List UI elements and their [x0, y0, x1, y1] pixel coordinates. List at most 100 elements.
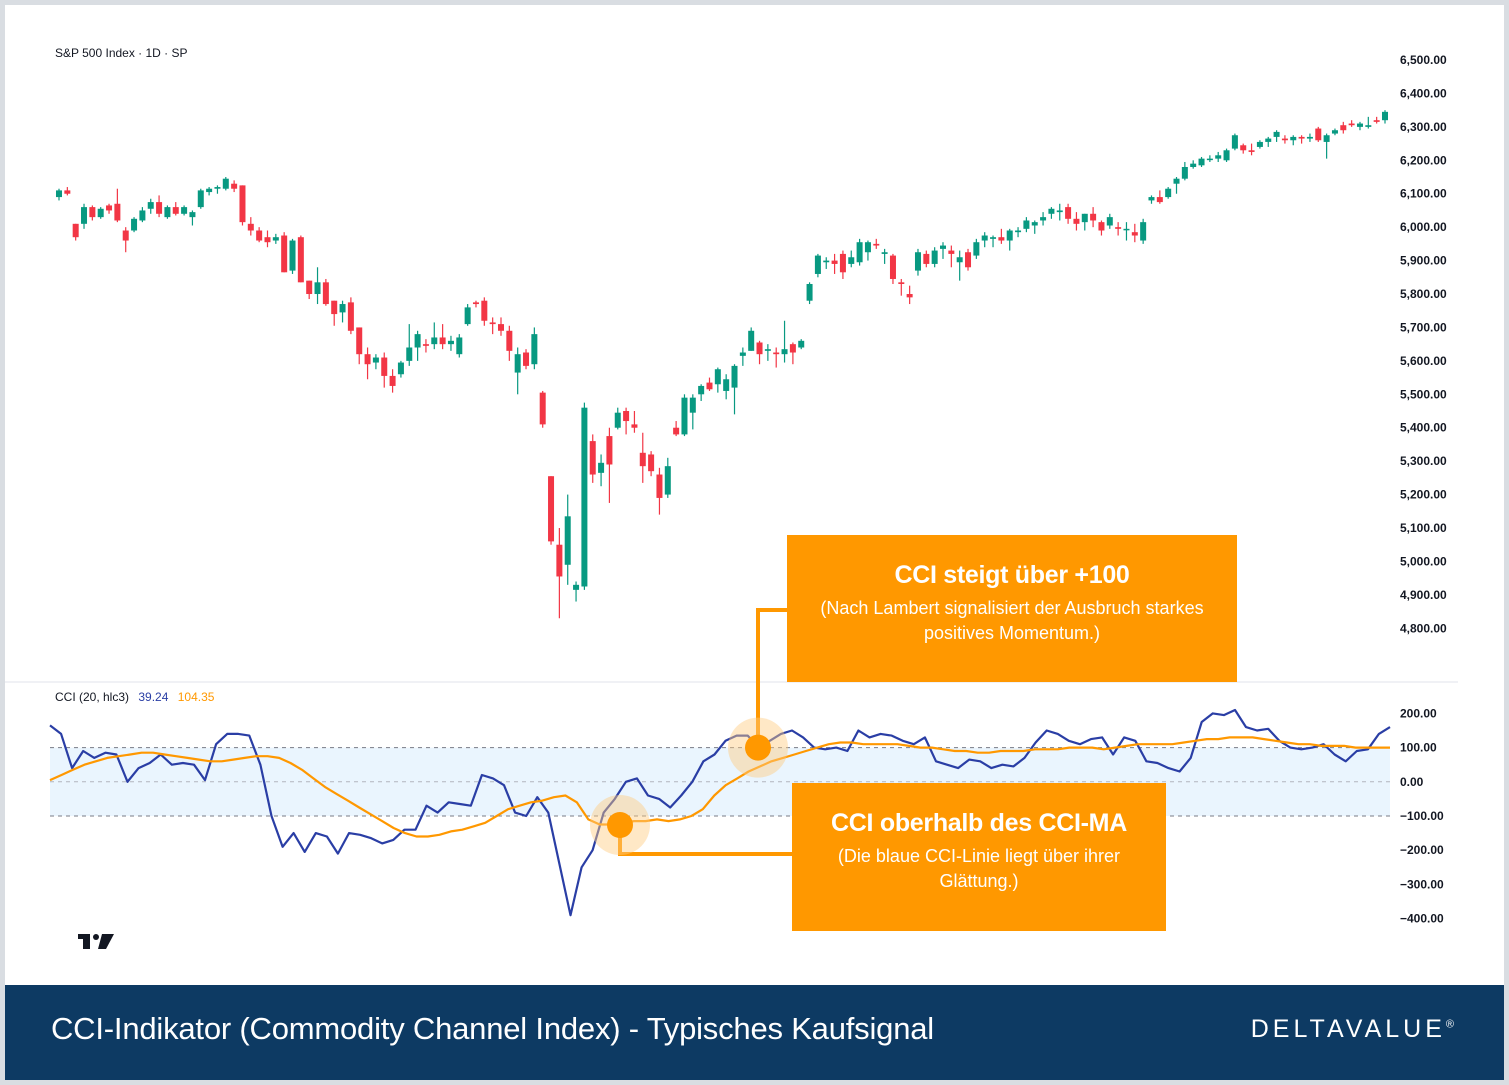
candle-body: [848, 257, 855, 264]
candle: [114, 188, 121, 223]
candle: [414, 330, 421, 361]
candle: [1248, 143, 1255, 156]
candle-body: [55, 190, 63, 198]
candle-body: [1040, 217, 1047, 221]
candle-body: [1340, 125, 1347, 131]
candle: [364, 347, 371, 380]
candle: [856, 238, 863, 266]
candle: [531, 327, 538, 370]
brand-logo: DELTAVALUE®: [1251, 1015, 1454, 1044]
candle-body: [1156, 197, 1163, 203]
candle: [623, 407, 630, 435]
candle: [156, 195, 163, 218]
candle-body: [456, 337, 463, 355]
candle: [889, 253, 896, 284]
candle: [1281, 135, 1288, 144]
candle-body: [1031, 222, 1038, 226]
candle-body: [723, 379, 730, 391]
price-tick-label: 6,400.00: [1400, 86, 1447, 100]
candle-body: [1281, 138, 1288, 141]
cci-panel: [50, 747, 1390, 817]
candle: [506, 325, 513, 361]
candle: [122, 227, 129, 253]
signal-marker: [745, 734, 771, 761]
candle: [523, 349, 530, 370]
candle: [1373, 116, 1380, 124]
cci-tick-label: −400.00: [1400, 912, 1444, 926]
candle-body: [614, 412, 621, 428]
cci-indicator-name: CCI (20, hlc3): [55, 690, 129, 704]
candle-body: [731, 365, 738, 388]
candle-body: [331, 300, 338, 315]
candle-body: [864, 242, 871, 253]
candle-body: [397, 362, 404, 375]
candle: [1106, 213, 1113, 229]
candle: [948, 245, 955, 268]
candle: [1123, 222, 1130, 241]
candle-body: [156, 202, 163, 214]
candle-body: [306, 280, 313, 295]
candle: [64, 187, 71, 196]
candle: [264, 230, 271, 248]
candle-body: [889, 255, 896, 279]
candle-body: [81, 207, 88, 224]
candle: [748, 327, 755, 351]
candle-body: [431, 337, 438, 345]
candle-body: [1073, 218, 1080, 224]
candle: [1073, 212, 1080, 231]
candle-body: [1215, 155, 1222, 159]
candle: [239, 185, 246, 226]
candle: [339, 300, 346, 323]
candle-body: [981, 235, 988, 241]
callout-title: CCI steigt über +100: [894, 561, 1130, 589]
candle: [873, 238, 880, 249]
candle-body: [573, 584, 580, 590]
candle-body: [1373, 120, 1380, 122]
candle: [1240, 143, 1247, 154]
candle: [931, 247, 938, 268]
cci-tick-label: 200.00: [1400, 706, 1437, 720]
candle-body: [973, 242, 980, 256]
candle-body: [1173, 178, 1180, 184]
signal-marker: [607, 812, 633, 838]
candle: [673, 421, 680, 437]
candle-body: [814, 255, 821, 274]
candle: [664, 457, 671, 498]
candle-body: [539, 392, 546, 425]
candle: [631, 411, 638, 433]
footer-banner: CCI-Indikator (Commodity Channel Index) …: [5, 985, 1504, 1080]
candle: [1048, 207, 1055, 219]
candle: [589, 434, 596, 483]
candle-body: [1048, 208, 1055, 214]
candle: [206, 187, 213, 196]
candle: [1140, 218, 1147, 244]
candle: [556, 528, 563, 619]
candle: [756, 340, 763, 365]
candle-body: [914, 252, 921, 271]
candle-body: [464, 307, 471, 325]
price-tick-label: 6,300.00: [1400, 120, 1447, 134]
candle: [397, 360, 404, 378]
candle-body: [439, 337, 446, 345]
candle-body: [247, 223, 254, 231]
candle-body: [1323, 135, 1330, 142]
candle-body: [297, 237, 304, 283]
price-tick-label: 5,600.00: [1400, 354, 1447, 368]
candle-body: [1015, 230, 1022, 233]
candle-body: [1148, 197, 1155, 201]
cci-band: [50, 747, 1390, 816]
candle: [489, 317, 496, 335]
candle: [906, 285, 913, 305]
candle-body: [164, 207, 171, 218]
candle: [514, 347, 521, 395]
price-tick-label: 5,200.00: [1400, 488, 1447, 502]
candle-body: [1331, 130, 1338, 134]
candle: [706, 377, 713, 391]
candle-body: [314, 282, 321, 295]
candle-body: [406, 347, 413, 361]
candle: [131, 217, 138, 233]
candle: [914, 248, 921, 276]
candle-body: [1056, 210, 1063, 213]
cci-lines: [49, 708, 1391, 917]
candle-body: [214, 187, 221, 189]
